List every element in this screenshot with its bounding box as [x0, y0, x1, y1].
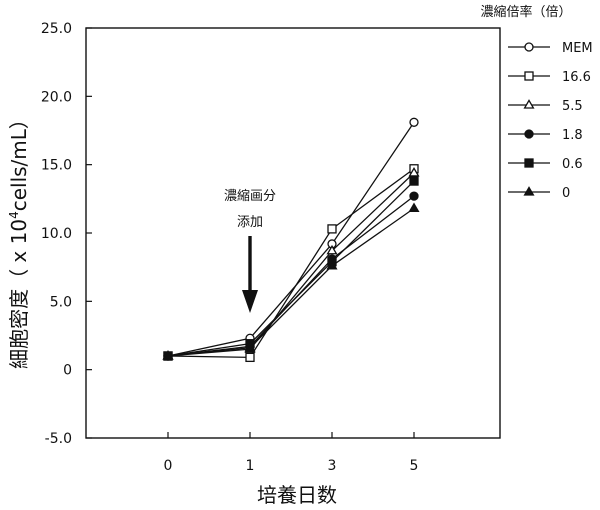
legend-item: 1.8 — [508, 128, 583, 143]
series-line — [167, 172, 415, 357]
y-axis: 25.0 20.0 15.0 10.0 5.0 0 -5.0 — [41, 21, 92, 447]
y-axis-title-superscript: 4 — [7, 211, 21, 219]
data-point — [408, 166, 420, 177]
series-0 — [162, 202, 420, 360]
annotation-text-line1: 濃縮画分 — [224, 188, 276, 204]
y-axis-title-prefix: 細胞密度（ x 10 — [7, 219, 31, 369]
legend-item: 5.5 — [508, 99, 583, 114]
y-tick-label: 10.0 — [41, 226, 72, 242]
legend: MEM 16.6 5.5 1.8 0.6 0 — [508, 41, 593, 201]
data-point — [326, 259, 338, 270]
annotation-arrow-head — [242, 290, 258, 313]
series-5-5 — [162, 166, 420, 360]
legend-item: MEM — [508, 41, 593, 56]
y-tick-label: 0 — [63, 363, 72, 379]
y-tick-label: 25.0 — [41, 21, 72, 37]
x-axis-title: 培養日数 — [257, 483, 337, 507]
legend-label: 0.6 — [562, 157, 583, 172]
series-line — [167, 180, 415, 357]
legend-item: 0.6 — [508, 157, 583, 172]
legend-marker — [524, 42, 534, 52]
x-tick-label: 5 — [410, 458, 419, 474]
legend-label: 16.6 — [562, 70, 591, 85]
annotation: 濃縮画分 添加 — [224, 188, 276, 313]
data-point — [245, 352, 255, 363]
legend-marker — [524, 71, 534, 81]
legend-label: 5.5 — [562, 99, 583, 114]
series-area — [162, 117, 420, 363]
x-tick-label: 0 — [164, 458, 173, 474]
legend-label: 1.8 — [562, 128, 583, 143]
annotation-text-line2: 添加 — [237, 215, 263, 230]
legend-marker — [524, 129, 534, 139]
legend-title: 濃縮倍率（倍） — [480, 4, 571, 20]
legend-marker — [523, 99, 535, 109]
data-point — [326, 244, 338, 255]
data-point — [244, 341, 256, 352]
legend-marker — [523, 186, 535, 196]
series-MEM — [163, 117, 419, 361]
series-line — [167, 168, 415, 359]
series-line — [167, 121, 415, 357]
legend-label: 0 — [562, 186, 570, 201]
y-axis-title-suffix: cells/mL） — [7, 109, 31, 211]
y-tick-label: -5.0 — [45, 431, 72, 447]
x-tick-label: 3 — [328, 458, 337, 474]
plot-frame — [85, 27, 501, 439]
legend-label: MEM — [562, 41, 593, 56]
y-tick-label: 5.0 — [50, 294, 72, 310]
series-line — [167, 207, 415, 357]
series-1-8 — [163, 191, 419, 361]
x-axis: 0 1 3 5 — [164, 432, 419, 474]
data-point — [408, 202, 420, 213]
legend-marker — [524, 158, 534, 168]
legend-item: 16.6 — [508, 70, 591, 85]
x-tick-label: 1 — [246, 458, 255, 474]
data-point — [409, 176, 419, 186]
y-tick-label: 15.0 — [41, 158, 72, 174]
data-point — [327, 224, 337, 234]
y-tick-label: 20.0 — [41, 89, 72, 105]
y-axis-title: 細胞密度（ x 104cells/mL） — [7, 109, 31, 369]
data-point — [409, 117, 419, 127]
series-16-6 — [163, 164, 419, 363]
data-point — [162, 350, 174, 360]
data-point — [409, 191, 419, 201]
series-line — [167, 195, 415, 357]
legend-item: 0 — [508, 186, 570, 201]
plot-frame-rect — [85, 27, 501, 439]
